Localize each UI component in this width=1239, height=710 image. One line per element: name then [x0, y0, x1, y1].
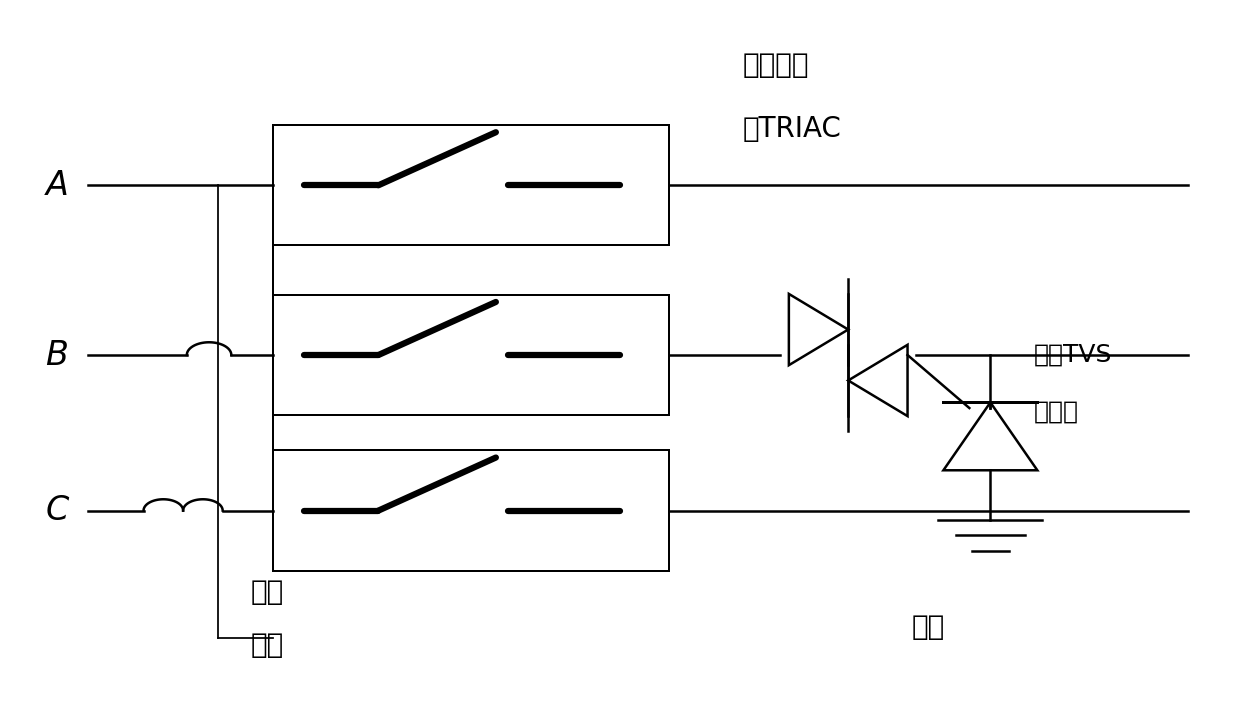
- Text: C: C: [46, 494, 68, 527]
- Text: 双向晶闸: 双向晶闸: [743, 51, 809, 79]
- Text: 管TRIAC: 管TRIAC: [743, 115, 843, 143]
- Text: 控制: 控制: [250, 578, 284, 606]
- Bar: [274, 295, 669, 415]
- Text: 二极管: 二极管: [1033, 400, 1079, 424]
- Bar: [274, 125, 669, 246]
- Text: A: A: [46, 169, 68, 202]
- Bar: [274, 450, 669, 571]
- Text: 双向TVS: 双向TVS: [1033, 343, 1113, 367]
- Text: B: B: [46, 339, 68, 371]
- Text: 信号: 信号: [250, 631, 284, 659]
- Text: 接地: 接地: [912, 613, 945, 641]
